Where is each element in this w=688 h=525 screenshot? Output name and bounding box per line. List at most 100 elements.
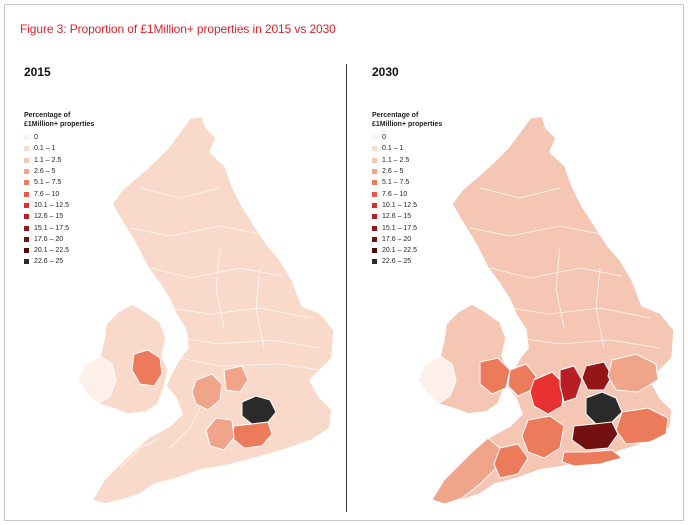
legend-swatch: [24, 146, 29, 152]
legend-label: 0: [382, 134, 386, 142]
legend-item: 20.1 – 22.5: [372, 245, 462, 256]
legend-swatch: [24, 214, 29, 220]
legend-label: 22.6 – 25: [382, 258, 412, 266]
legend-label: 2.6 – 5: [34, 168, 56, 176]
legend-swatch: [372, 248, 377, 254]
region-kent-2030: [615, 407, 669, 445]
legend-items-2015: 0 0.1 – 1 1.1 – 2.5 2.6 – 5 5.1 – 7.5 7.6 – 1…: [24, 132, 114, 268]
legend-label: 12.6 – 15: [382, 213, 412, 221]
legend-item: 5.1 – 7.5: [24, 177, 114, 188]
region-wales-west-2015: [77, 355, 117, 405]
legend-label: 0.1 – 1: [382, 145, 404, 153]
legend-swatch: [372, 236, 377, 242]
panel-divider: [346, 64, 347, 512]
county-boundaries-2030: [469, 187, 661, 349]
legend-swatch: [372, 169, 377, 175]
legend-item: 1.1 – 2.5: [372, 155, 462, 166]
legend-item: 2.6 – 5: [24, 166, 114, 177]
legend-item: 20.1 – 22.5: [24, 245, 114, 256]
legend-label: 22.6 – 25: [34, 258, 64, 266]
legend-item: 2.6 – 5: [372, 166, 462, 177]
legend-items-2030: 0 0.1 – 1 1.1 – 2.5 2.6 – 5 5.1 – 7.5 7.6 – 1…: [372, 132, 462, 268]
region-surrey-2030: [571, 421, 619, 451]
legend-label: 12.6 – 15: [34, 213, 64, 221]
legend-item: 7.6 – 10: [372, 188, 462, 199]
legend-item: 0.1 – 1: [372, 143, 462, 154]
region-surrey-2015: [231, 421, 273, 449]
region-thames-valley-2015: [191, 373, 223, 411]
legend-item: 12.6 – 15: [24, 211, 114, 222]
legend-label: 1.1 – 2.5: [34, 156, 62, 164]
legend-title-line2: £1Million+ properties: [372, 121, 443, 128]
region-cotswolds-2015: [131, 349, 163, 387]
region-thames-valley-2030: [529, 371, 565, 415]
legend-label: 1.1 – 2.5: [382, 156, 410, 164]
legend-item: 15.1 – 17.5: [372, 222, 462, 233]
legend-item: 17.6 – 20: [372, 234, 462, 245]
legend-swatch: [24, 191, 29, 197]
region-hertfordshire-2015: [223, 365, 249, 393]
region-cotswolds-2030: [479, 357, 511, 395]
legend-title-2015: Percentage of £1Million+ properties: [24, 111, 114, 129]
region-hampshire-2030: [521, 415, 565, 459]
legend-item: 1.1 – 2.5: [24, 155, 114, 166]
legend-swatch: [24, 236, 29, 242]
legend-label: 5.1 – 7.5: [382, 179, 410, 187]
legend-swatch: [372, 259, 377, 265]
legend-label: 10.1 – 12.5: [34, 201, 70, 209]
legend-label: 5.1 – 7.5: [34, 179, 62, 187]
legend-swatch: [372, 157, 377, 163]
legend-swatch: [24, 202, 29, 208]
legend-label: 10.1 – 12.5: [382, 201, 418, 209]
map-2030: [417, 115, 675, 505]
legend-swatch: [24, 259, 29, 265]
legend-swatch: [372, 191, 377, 197]
legend-swatch: [372, 202, 377, 208]
legend-title-2030: Percentage of £1Million+ properties: [372, 111, 462, 129]
legend-swatch: [24, 248, 29, 254]
region-wales-west-2030: [417, 355, 457, 405]
region-west-sussex-2015: [205, 417, 235, 451]
region-sussex-2030: [561, 449, 624, 467]
legend-item: 0: [24, 132, 114, 143]
legend-label: 15.1 – 17.5: [34, 224, 70, 232]
legend-label: 15.1 – 17.5: [382, 224, 418, 232]
legend-item: 17.6 – 20: [24, 234, 114, 245]
legend-item: 7.6 – 10: [24, 188, 114, 199]
legend-swatch: [24, 135, 29, 141]
legend-label: 7.6 – 10: [382, 190, 408, 198]
legend-title-line1: Percentage of: [372, 112, 419, 119]
legend-item: 10.1 – 12.5: [372, 200, 462, 211]
map-2015: [77, 115, 335, 505]
legend-swatch: [372, 180, 377, 186]
legend-swatch: [372, 146, 377, 152]
panel-title-2015: 2015: [24, 65, 51, 79]
legend-label: 17.6 – 20: [382, 235, 412, 243]
legend-item: 12.6 – 15: [372, 211, 462, 222]
legend-label: 20.1 – 22.5: [382, 247, 418, 255]
legend-item: 0: [372, 132, 462, 143]
region-london-2030: [585, 391, 623, 425]
legend-item: 0.1 – 1: [24, 143, 114, 154]
legend-item: 22.6 – 25: [372, 256, 462, 267]
figure-title: Figure 3: Proportion of £1Million+ prope…: [20, 22, 336, 36]
legend-2030: Percentage of £1Million+ properties 0 0.1…: [372, 111, 462, 268]
region-dorset-2030: [493, 443, 529, 479]
legend-swatch: [372, 135, 377, 141]
legend-swatch: [24, 169, 29, 175]
legend-item: 5.1 – 7.5: [372, 177, 462, 188]
region-chilterns-2030: [559, 365, 583, 403]
legend-label: 2.6 – 5: [382, 168, 404, 176]
legend-swatch: [24, 180, 29, 186]
legend-title-line2: £1Million+ properties: [24, 121, 95, 128]
region-london-2015: [241, 395, 277, 425]
legend-swatch: [372, 225, 377, 231]
county-boundaries-2015: [119, 187, 321, 469]
legend-item: 22.6 – 25: [24, 256, 114, 267]
legend-label: 20.1 – 22.5: [34, 247, 70, 255]
region-hertfordshire-2030: [581, 361, 613, 391]
legend-2015: Percentage of £1Million+ properties 0 0.1…: [24, 111, 114, 268]
legend-title-line1: Percentage of: [24, 112, 71, 119]
legend-swatch: [24, 225, 29, 231]
legend-item: 15.1 – 17.5: [24, 222, 114, 233]
